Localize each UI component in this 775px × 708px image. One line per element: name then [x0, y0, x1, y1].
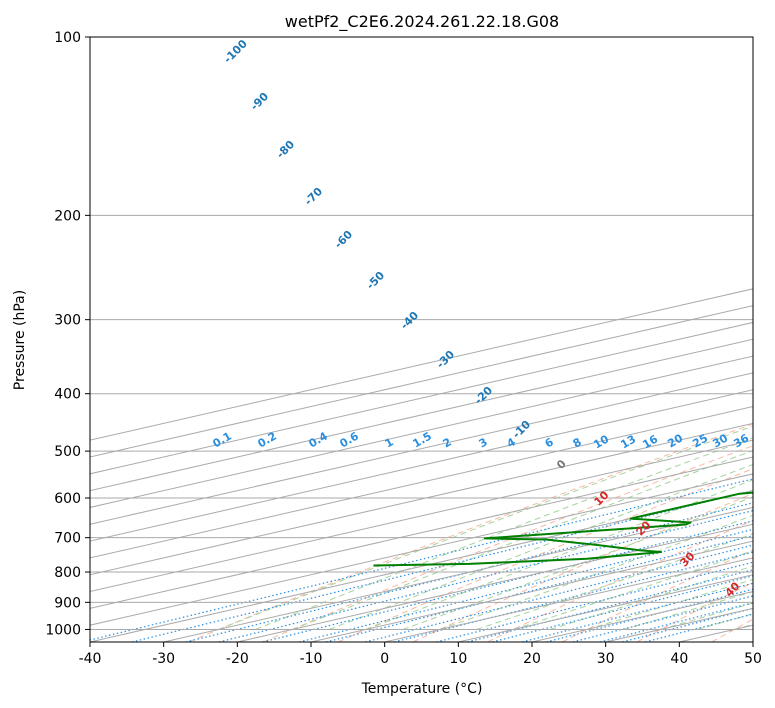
moist-adiabat-line: [292, 449, 753, 630]
moist-adiabats: [218, 425, 753, 630]
x-tick-label: 20: [523, 651, 541, 667]
isotherm-line: [90, 439, 753, 593]
y-tick-label: 200: [54, 208, 81, 224]
isobar-gridlines: [90, 37, 753, 630]
x-tick-label: 30: [597, 651, 615, 667]
y-tick-label: 400: [54, 387, 81, 403]
x-tick-label: -20: [226, 651, 249, 667]
y-tick-label: 600: [54, 491, 81, 507]
x-tick-label: 40: [670, 651, 688, 667]
isotherm-line: [90, 406, 753, 559]
moist-adiabat-line: [255, 437, 753, 630]
x-tick-label: 10: [449, 651, 467, 667]
y-axis-label: Pressure (hPa): [12, 290, 28, 390]
moist-adiabat-line: [513, 550, 753, 630]
mixing-ratio-line: [299, 528, 753, 642]
x-tick-label: 50: [744, 651, 762, 667]
isotherm-line: [90, 338, 753, 492]
mixing-ratio-line: [365, 544, 753, 642]
isotherm-line: [90, 490, 753, 642]
mixing-ratio-line: [325, 535, 753, 642]
isotherm-line: [752, 641, 753, 642]
chart-title: wetPf2_C2E6.2024.261.22.18.G08: [285, 12, 559, 32]
plot-area: -100 -90 -80 -70 -60 -50 -40 -30 -20 -10…: [90, 37, 753, 642]
isotherm-line: [90, 288, 753, 441]
dry-adiabat-line: [263, 445, 753, 642]
isotherm-line: [163, 506, 753, 642]
y-axis: 100 200 300 400 500 600 700 800 900 1000: [45, 30, 90, 638]
x-tick-label: -30: [152, 651, 175, 667]
y-tick-label: 300: [54, 313, 81, 329]
y-tick-label: 800: [54, 565, 81, 581]
x-tick-label: -40: [79, 651, 102, 667]
plot-frame: [89, 36, 754, 643]
y-tick-label: 500: [54, 444, 81, 460]
isotherm-line: [90, 321, 753, 475]
moist-adiabat-line: [402, 496, 753, 630]
plot-background: [90, 37, 753, 642]
profile-series: [373, 491, 753, 567]
x-axis: -40 -30 -20 -10 0 10 20 30 40 50: [79, 642, 762, 667]
y-tick-label: 100: [54, 30, 81, 46]
dry-adiabat-line: [337, 468, 753, 642]
moist-adiabat-line: [365, 479, 753, 630]
mixing-ratio-line: [436, 561, 753, 642]
x-axis-label: Temperature (°C): [361, 681, 483, 697]
isotherm-line: [90, 305, 753, 458]
mixing-ratio-line: [90, 478, 753, 641]
dry-adiabat-line: [188, 423, 753, 642]
isotherm-line: [90, 456, 753, 609]
y-tick-label: 700: [54, 531, 81, 547]
dewpoint-line: [373, 491, 753, 567]
isotherm-line: [90, 422, 753, 576]
moist-adiabat-line: [550, 565, 753, 630]
y-tick-label: 1000: [45, 622, 81, 638]
y-tick-label: 900: [54, 595, 81, 611]
isotherm-line: [237, 523, 753, 642]
isotherm-line: [90, 473, 753, 626]
x-tick-label: 0: [380, 651, 389, 667]
moist-adiabat-line: [586, 578, 753, 630]
x-tick-label: -10: [300, 651, 323, 667]
dry-adiabat-line: [412, 493, 753, 642]
